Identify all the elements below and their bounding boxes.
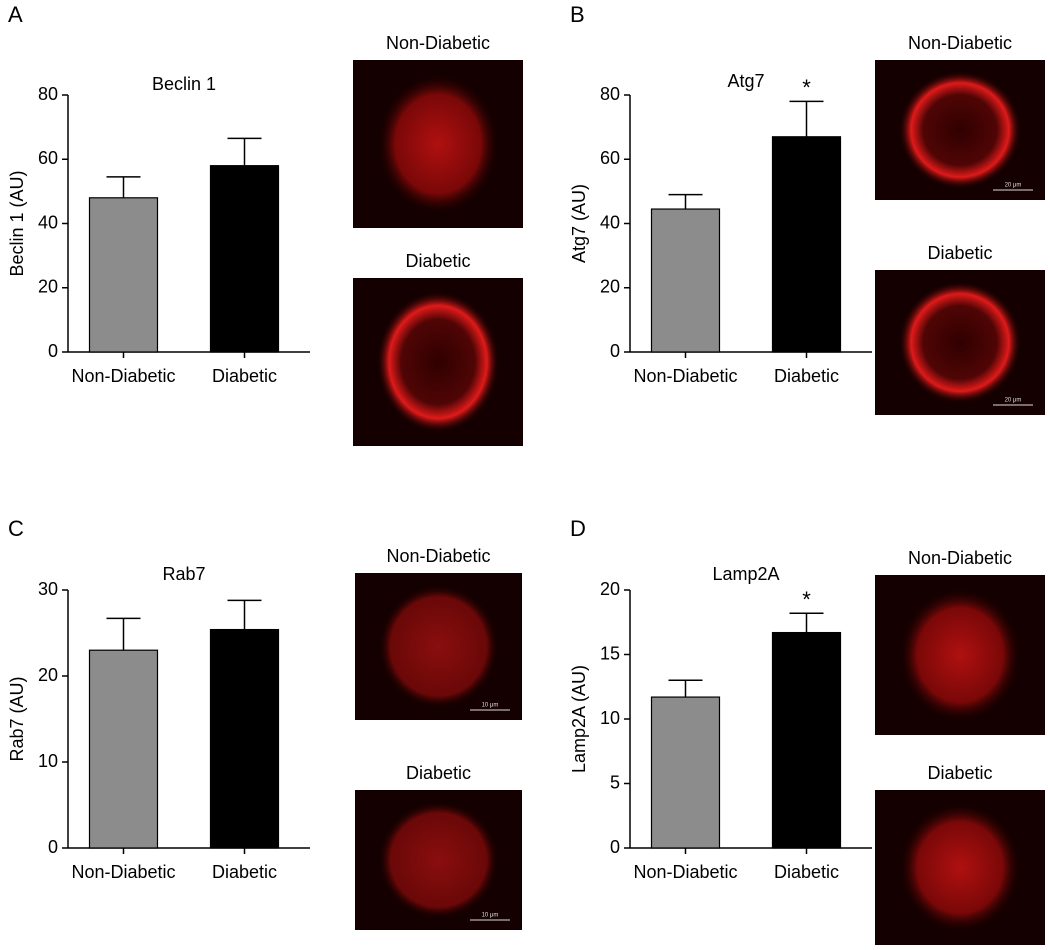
y-tick-label: 0 — [48, 837, 58, 857]
panel-label: D — [570, 516, 586, 541]
cell — [376, 73, 500, 215]
image-label: Non-Diabetic — [908, 548, 1012, 568]
image-label: Diabetic — [927, 243, 992, 263]
bar — [88, 197, 159, 353]
y-tick-label: 0 — [48, 341, 58, 361]
bar — [650, 208, 721, 353]
image-label: Non-Diabetic — [386, 546, 490, 566]
image-label: Non-Diabetic — [908, 33, 1012, 53]
y-tick-label: 20 — [38, 277, 58, 297]
y-tick-label: 10 — [38, 751, 58, 771]
chart-title: Beclin 1 — [152, 74, 216, 94]
cell — [898, 281, 1022, 404]
y-tick-label: 60 — [38, 148, 58, 168]
y-tick-label: 20 — [600, 277, 620, 297]
y-tick-label: 0 — [610, 341, 620, 361]
cell — [898, 802, 1022, 933]
scale-bar-label: 20 μm — [1005, 183, 1022, 189]
x-tick-label: Non-Diabetic — [633, 366, 737, 386]
x-tick-label: Diabetic — [212, 862, 277, 882]
image-label: Non-Diabetic — [386, 33, 490, 53]
bar — [88, 649, 159, 849]
y-tick-label: 15 — [600, 643, 620, 663]
y-tick-label: 40 — [600, 212, 620, 232]
cell — [898, 587, 1022, 723]
x-tick-label: Non-Diabetic — [71, 366, 175, 386]
x-tick-label: Diabetic — [774, 366, 839, 386]
bar — [771, 136, 842, 353]
scale-bar-label: 10 μm — [482, 913, 499, 919]
cell — [378, 584, 499, 709]
x-tick-label: Diabetic — [774, 862, 839, 882]
x-tick-label: Non-Diabetic — [71, 862, 175, 882]
panel-label: C — [8, 516, 24, 541]
panel-label: A — [8, 2, 23, 27]
y-axis-label: Beclin 1 (AU) — [7, 170, 27, 276]
chart-title: Atg7 — [727, 71, 764, 91]
scale-bar-label: 20 μm — [1005, 398, 1022, 404]
y-tick-label: 0 — [610, 837, 620, 857]
y-axis-label: Lamp2A (AU) — [569, 665, 589, 773]
cell — [376, 291, 500, 433]
bar — [209, 165, 280, 353]
significance-marker: * — [802, 75, 811, 100]
cell — [378, 801, 499, 919]
x-tick-label: Diabetic — [212, 366, 277, 386]
bar — [771, 631, 842, 849]
y-tick-label: 10 — [600, 708, 620, 728]
x-tick-label: Non-Diabetic — [633, 862, 737, 882]
y-tick-label: 5 — [610, 772, 620, 792]
significance-marker: * — [802, 587, 811, 612]
chart-title: Rab7 — [162, 564, 205, 584]
chart-title: Lamp2A — [712, 564, 779, 584]
bar — [209, 628, 280, 849]
y-tick-label: 30 — [38, 579, 58, 599]
cell — [898, 71, 1022, 189]
y-tick-label: 20 — [600, 579, 620, 599]
y-tick-label: 80 — [38, 84, 58, 104]
scale-bar-label: 10 μm — [482, 703, 499, 709]
y-tick-label: 20 — [38, 665, 58, 685]
panel-label: B — [570, 2, 585, 27]
bar — [650, 696, 721, 849]
y-axis-label: Rab7 (AU) — [7, 676, 27, 761]
y-tick-label: 40 — [38, 212, 58, 232]
image-label: Diabetic — [927, 763, 992, 783]
y-tick-label: 60 — [600, 148, 620, 168]
y-axis-label: Atg7 (AU) — [569, 184, 589, 263]
image-label: Diabetic — [405, 251, 470, 271]
image-label: Diabetic — [406, 763, 471, 783]
y-tick-label: 80 — [600, 84, 620, 104]
